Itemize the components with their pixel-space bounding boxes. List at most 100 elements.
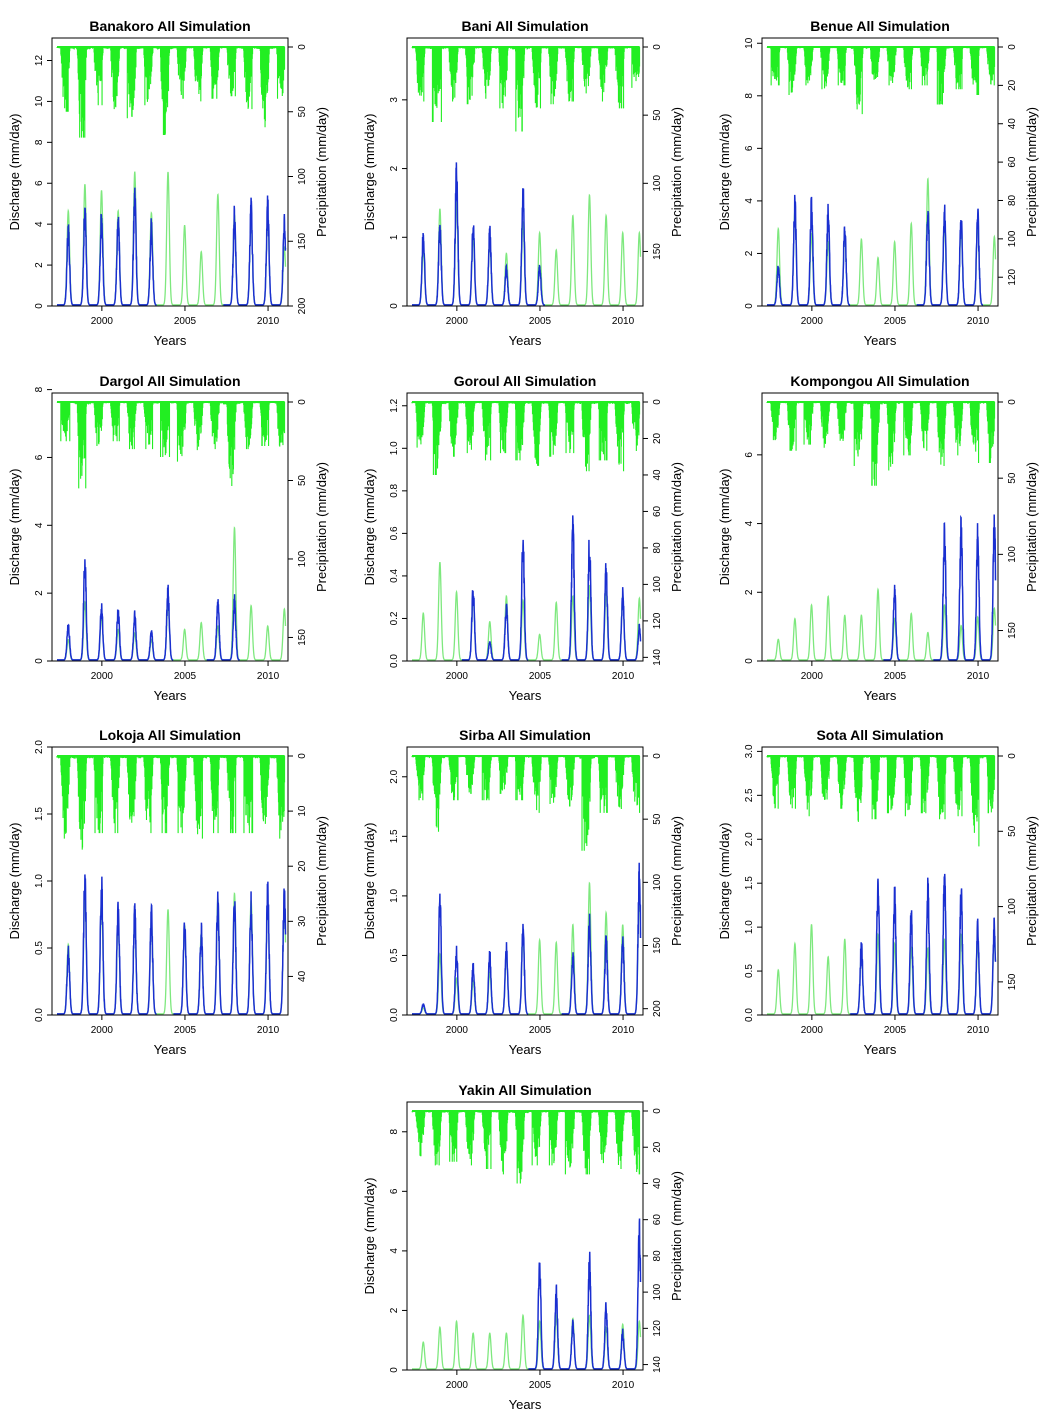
simulated-series [766, 587, 997, 661]
y-tick-label: 8 [34, 139, 45, 145]
y2-tick-label: 60 [652, 505, 663, 517]
y2-tick-label: 40 [297, 970, 308, 982]
y2-tick-label: 60 [1007, 156, 1018, 168]
x-tick-label: 2000 [446, 671, 469, 682]
y-tick-label: 0.2 [389, 611, 400, 625]
plot-area [56, 401, 287, 661]
observed-series [56, 874, 287, 1015]
y2-tick-label: 100 [1007, 546, 1018, 563]
y2-tick-label: 100 [652, 576, 663, 593]
plot-frame [406, 1101, 644, 1371]
y2-tick-label: 150 [297, 629, 308, 646]
plot-area [411, 46, 642, 306]
y-tick-label: 1 [389, 234, 400, 240]
y-tick-label: 1.5 [744, 876, 755, 890]
y2-tick-label: 100 [652, 1283, 663, 1300]
y2-tick-label: 0 [1007, 399, 1018, 405]
precipitation-series [56, 47, 286, 138]
chart-title: Lokoja All Simulation [99, 727, 241, 743]
y-tick-label: 1.0 [389, 441, 400, 455]
simulated-series [56, 526, 287, 661]
y-tick-label: 2.0 [744, 832, 755, 846]
y2-tick-label: 200 [297, 297, 308, 314]
plot-area [766, 401, 997, 661]
y-tick-label: 0 [34, 303, 45, 309]
chart-title: Dargol All Simulation [99, 373, 240, 389]
y-tick-label: 1.0 [744, 920, 755, 934]
y2-tick-label: 120 [652, 1320, 663, 1337]
x-axis-label: Years [864, 1042, 897, 1057]
y2-tick-label: 50 [652, 109, 663, 121]
y2-tick-label: 20 [297, 860, 308, 872]
y-tick-label: 2 [389, 165, 400, 171]
chart-panel: Dargol All Simulation 2000 2005 2010 Years 0 2… [7, 373, 329, 703]
y-tick-label: 6 [389, 1188, 400, 1194]
chart-panel: Sota All Simulation 2000 2005 2010 Years 0.0 0… [717, 727, 1039, 1057]
x-tick-label: 2005 [174, 316, 197, 327]
precipitation-series [411, 402, 641, 475]
y2-tick-label: 100 [1007, 898, 1018, 915]
y-tick-label: 6 [34, 454, 45, 460]
plot-frame [406, 37, 644, 307]
y2-tick-label: 100 [652, 874, 663, 891]
y-tick-label: 0.5 [34, 941, 45, 955]
y-tick-label: 0 [744, 658, 755, 664]
y-tick-label: 2 [34, 590, 45, 596]
y-tick-label: 1.0 [389, 889, 400, 903]
x-tick-label: 2010 [612, 316, 635, 327]
y-tick-label: 0.8 [389, 483, 400, 497]
plot-area [766, 46, 997, 306]
x-tick-label: 2005 [529, 671, 552, 682]
y2-tick-label: 80 [652, 1250, 663, 1262]
x-axis-label: Years [509, 1397, 542, 1412]
y-axis-label: Discharge (mm/day) [717, 468, 732, 585]
y-tick-label: 1.0 [34, 874, 45, 888]
x-tick-label: 2010 [612, 1380, 635, 1391]
y2-tick-label: 150 [652, 937, 663, 954]
y2-tick-label: 20 [652, 1141, 663, 1153]
chart-panel: Yakin All Simulation 2000 2005 2010 Years 0 2 4… [362, 1082, 684, 1412]
y2-tick-label: 150 [652, 243, 663, 260]
chart-panel: Goroul All Simulation 2000 2005 2010 Years 0.… [362, 373, 684, 703]
y-tick-label: 3.0 [744, 744, 755, 758]
y2-axis-label: Precipitation (mm/day) [669, 462, 684, 592]
x-tick-label: 2000 [91, 1025, 114, 1036]
x-tick-label: 2000 [801, 316, 824, 327]
plot-area [411, 755, 642, 1015]
x-axis-label: Years [509, 688, 542, 703]
y2-tick-label: 0 [297, 399, 308, 405]
y-tick-label: 0.5 [744, 964, 755, 978]
x-tick-label: 2000 [91, 671, 114, 682]
precipitation-series [411, 47, 641, 132]
y2-tick-label: 20 [1007, 79, 1018, 91]
plot-frame [51, 37, 289, 307]
chart-title: Yakin All Simulation [458, 1082, 591, 1098]
y2-tick-label: 30 [297, 915, 308, 927]
y-tick-label: 1.2 [389, 398, 400, 412]
y2-tick-label: 50 [297, 474, 308, 486]
x-tick-label: 2010 [612, 671, 635, 682]
y-tick-label: 2 [744, 589, 755, 595]
y-tick-label: 12 [34, 55, 45, 67]
x-tick-label: 2010 [612, 1025, 635, 1036]
y2-tick-label: 0 [297, 44, 308, 50]
x-tick-label: 2010 [967, 316, 990, 327]
x-tick-label: 2010 [257, 316, 280, 327]
y2-axis-label: Precipitation (mm/day) [1024, 462, 1039, 592]
y2-tick-label: 50 [652, 813, 663, 825]
y2-tick-label: 0 [652, 399, 663, 405]
y2-axis-label: Precipitation (mm/day) [1024, 107, 1039, 237]
y2-tick-label: 10 [297, 805, 308, 817]
y2-axis-label: Precipitation (mm/day) [669, 1171, 684, 1301]
x-axis-label: Years [509, 333, 542, 348]
y-tick-label: 6 [744, 452, 755, 458]
precipitation-series [56, 756, 286, 850]
plot-frame [761, 37, 999, 307]
y2-tick-label: 50 [1007, 825, 1018, 837]
observed-series [461, 515, 642, 661]
x-axis-label: Years [509, 1042, 542, 1057]
observed-series [56, 187, 287, 306]
y-tick-label: 3 [389, 97, 400, 103]
y-tick-label: 4 [34, 221, 45, 227]
observed-series [56, 559, 240, 661]
